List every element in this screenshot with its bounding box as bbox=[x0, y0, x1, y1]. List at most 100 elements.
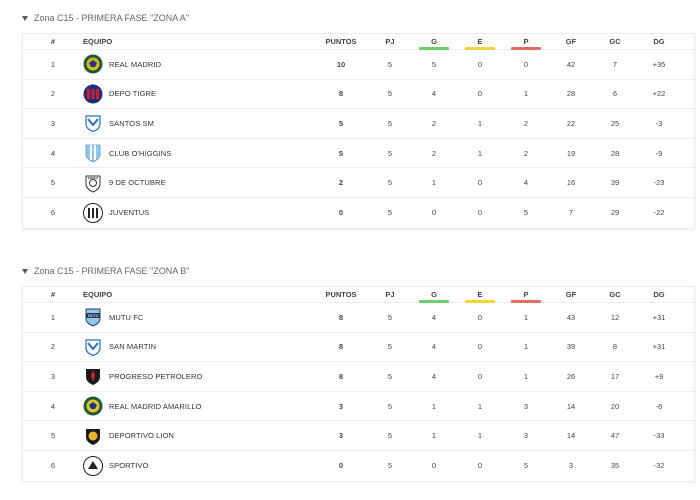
col-pj: PJ bbox=[385, 36, 395, 46]
col-dg: DG bbox=[653, 36, 665, 46]
row-p: 1 bbox=[523, 371, 529, 381]
row-dg: +9 bbox=[654, 371, 664, 381]
row-gf: 14 bbox=[566, 431, 576, 441]
row-team[interactable]: SAN MARTIN bbox=[83, 337, 313, 357]
row-gc: 35 bbox=[610, 461, 620, 471]
team-name: SANTOS SM bbox=[109, 118, 154, 128]
row-e: 0 bbox=[477, 178, 483, 188]
col-pj: PJ bbox=[385, 289, 395, 299]
group-header-zona-b[interactable]: Zona C15 - PRIMERA FASE "ZONA B" bbox=[22, 264, 189, 278]
row-gf: 14 bbox=[566, 401, 576, 411]
row-g: 1 bbox=[431, 401, 437, 411]
caret-down-icon bbox=[22, 15, 28, 21]
table-row[interactable]: 4 REAL MADRID AMARILLO 3 5 1 1 3 14 20 -… bbox=[23, 392, 694, 422]
mutu-fc-crest-icon: MUTU bbox=[83, 307, 103, 327]
group-header-zona-a[interactable]: Zona C15 - PRIMERA FASE "ZONA A" bbox=[22, 11, 189, 25]
row-pj: 5 bbox=[387, 371, 393, 381]
row-pos: 4 bbox=[50, 148, 56, 158]
row-pj: 5 bbox=[387, 178, 393, 188]
row-p: 5 bbox=[523, 208, 529, 218]
row-pos: 1 bbox=[50, 312, 56, 322]
row-gc: 39 bbox=[610, 178, 620, 188]
col-p: P bbox=[503, 34, 549, 50]
table-row[interactable]: 6 JUVENTUS 0 5 0 0 5 7 29 -22 bbox=[23, 198, 694, 228]
club-ohiggins-crest-icon bbox=[83, 143, 103, 163]
row-g: 4 bbox=[431, 89, 437, 99]
row-p: 4 bbox=[523, 178, 529, 188]
svg-text:MUTU: MUTU bbox=[88, 314, 99, 318]
row-gf: 3 bbox=[568, 461, 574, 471]
row-team[interactable]: SANTOS SM bbox=[83, 113, 313, 133]
row-gc: 17 bbox=[610, 371, 620, 381]
row-dg: -33 bbox=[653, 431, 665, 441]
row-team[interactable]: JUVENTUS bbox=[83, 202, 313, 223]
table-row[interactable]: 3 SANTOS SM 5 5 2 1 2 22 25 -3 bbox=[23, 109, 694, 139]
row-team[interactable]: CLUB O'HIGGINS bbox=[83, 143, 313, 163]
row-team[interactable]: SPORTIVO bbox=[83, 455, 313, 476]
row-pos: 3 bbox=[50, 118, 56, 128]
table-row[interactable]: 1 REAL MADRID 10 5 5 0 0 42 7 +35 bbox=[23, 50, 694, 80]
row-gc: 28 bbox=[610, 148, 620, 158]
row-team[interactable]: REAL MADRID AMARILLO bbox=[83, 396, 313, 416]
row-e: 1 bbox=[477, 431, 483, 441]
draw-bar bbox=[465, 299, 495, 303]
row-pts: 5 bbox=[338, 118, 344, 128]
win-bar bbox=[419, 299, 449, 303]
san-martin-crest-icon bbox=[83, 337, 103, 357]
col-g: G bbox=[411, 34, 457, 50]
row-pos: 6 bbox=[50, 461, 56, 471]
row-g: 5 bbox=[431, 59, 437, 69]
table-row[interactable]: 4 CLUB O'HIGGINS 5 5 2 1 2 19 28 -9 bbox=[23, 139, 694, 169]
row-pj: 5 bbox=[387, 401, 393, 411]
row-dg: -3 bbox=[655, 118, 663, 128]
row-e: 0 bbox=[477, 59, 483, 69]
row-gf: 28 bbox=[566, 89, 576, 99]
col-gf: GF bbox=[565, 36, 577, 46]
team-name: MUTU FC bbox=[109, 312, 144, 322]
team-name: REAL MADRID bbox=[109, 59, 162, 69]
row-team[interactable]: MUTU MUTU FC bbox=[83, 307, 313, 327]
row-gf: 16 bbox=[566, 178, 576, 188]
table-row[interactable]: 1 MUTU MUTU FC 8 5 4 0 1 43 12 +31 bbox=[23, 303, 694, 333]
team-name: REAL MADRID AMARILLO bbox=[109, 401, 202, 411]
row-e: 0 bbox=[477, 371, 483, 381]
col-team: EQUIPO bbox=[83, 289, 113, 299]
row-gf: 7 bbox=[568, 208, 574, 218]
row-pts: 8 bbox=[338, 89, 344, 99]
row-e: 1 bbox=[477, 148, 483, 158]
table-row[interactable]: 6 SPORTIVO 0 5 0 0 5 3 35 -32 bbox=[23, 451, 694, 481]
row-team[interactable]: DEPORTIVO LION bbox=[83, 426, 313, 446]
row-pj: 5 bbox=[387, 148, 393, 158]
row-gf: 42 bbox=[566, 59, 576, 69]
row-team[interactable]: DEPO TIGRE bbox=[83, 84, 313, 104]
row-pos: 5 bbox=[50, 178, 56, 188]
loss-bar bbox=[511, 46, 541, 50]
row-gc: 7 bbox=[612, 59, 618, 69]
row-team[interactable]: REAL MADRID bbox=[83, 54, 313, 74]
row-pj: 5 bbox=[387, 461, 393, 471]
table-row[interactable]: 2 DEPO TIGRE 8 5 4 0 1 28 6 +22 bbox=[23, 80, 694, 110]
row-g: 0 bbox=[431, 208, 437, 218]
row-e: 1 bbox=[477, 118, 483, 128]
depo-tigre-crest-icon bbox=[83, 84, 103, 104]
table-row[interactable]: 3 PROGRESO PETROLERO 8 5 4 0 1 26 17 +9 bbox=[23, 362, 694, 392]
col-p: P bbox=[503, 287, 549, 303]
table-row[interactable]: 2 SAN MARTIN 8 5 4 0 1 39 8 +31 bbox=[23, 333, 694, 363]
row-pos: 1 bbox=[50, 59, 56, 69]
win-bar bbox=[419, 46, 449, 50]
table-row[interactable]: 5 DEPORTIVO LION 3 5 1 1 3 14 47 -33 bbox=[23, 421, 694, 451]
table-row[interactable]: 5 9 DE OCTUBRE 2 5 1 0 4 16 39 -23 bbox=[23, 168, 694, 198]
row-pts: 2 bbox=[338, 178, 344, 188]
row-p: 1 bbox=[523, 312, 529, 322]
table-header-row: # EQUIPO PUNTOS PJ G E P GF GC DG bbox=[23, 34, 694, 50]
team-name: SPORTIVO bbox=[109, 461, 149, 471]
row-pts: 3 bbox=[338, 401, 344, 411]
row-team[interactable]: 9 DE OCTUBRE bbox=[83, 173, 313, 193]
row-dg: +31 bbox=[652, 312, 666, 322]
col-team: EQUIPO bbox=[83, 36, 113, 46]
row-g: 4 bbox=[431, 312, 437, 322]
row-gc: 8 bbox=[612, 342, 618, 352]
col-e: E bbox=[457, 34, 503, 50]
row-pj: 5 bbox=[387, 312, 393, 322]
row-team[interactable]: PROGRESO PETROLERO bbox=[83, 366, 313, 386]
